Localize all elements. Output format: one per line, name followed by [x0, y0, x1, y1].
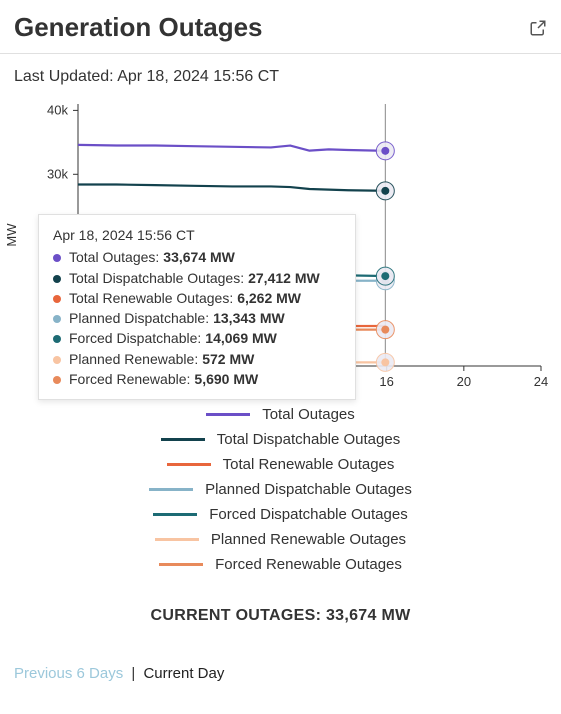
legend-item[interactable]: Total Outages [206, 406, 355, 423]
tab-previous-6-days[interactable]: Previous 6 Days [14, 665, 123, 682]
card-header: Generation Outages [0, 0, 561, 54]
tooltip-dot-icon [53, 335, 61, 343]
tooltip-row: Total Outages: 33,674 MW [53, 247, 341, 267]
legend-label: Forced Dispatchable Outages [209, 506, 407, 523]
tooltip-value: 14,069 MW [205, 328, 277, 348]
legend-swatch-icon [153, 513, 197, 516]
tooltip-label: Forced Dispatchable: [69, 328, 201, 348]
tooltip-label: Total Dispatchable Outages: [69, 268, 244, 288]
chart-legend: Total Outages Total Dispatchable Outages T… [0, 406, 561, 573]
tooltip-row: Planned Dispatchable: 13,343 MW [53, 308, 341, 328]
tooltip-row: Forced Renewable: 5,690 MW [53, 369, 341, 389]
legend-item[interactable]: Planned Dispatchable Outages [149, 481, 412, 498]
legend-item[interactable]: Total Dispatchable Outages [161, 431, 400, 448]
legend-label: Planned Renewable Outages [211, 531, 406, 548]
svg-text:40k: 40k [47, 102, 68, 117]
tooltip-value: 572 MW [202, 349, 254, 369]
time-range-tabs: Previous 6 Days | Current Day [0, 625, 561, 694]
page-title: Generation Outages [14, 12, 263, 43]
tooltip-time: Apr 18, 2024 15:56 CT [53, 225, 341, 245]
svg-text:24: 24 [534, 374, 548, 389]
last-updated-text: Last Updated: Apr 18, 2024 15:56 CT [0, 54, 561, 94]
external-link-icon[interactable] [529, 19, 547, 37]
legend-swatch-icon [155, 538, 199, 541]
tooltip-dot-icon [53, 376, 61, 384]
legend-swatch-icon [206, 413, 250, 416]
tooltip-dot-icon [53, 356, 61, 364]
svg-text:16: 16 [379, 374, 393, 389]
legend-swatch-icon [159, 563, 203, 566]
tooltip-value: 33,674 MW [163, 247, 235, 267]
tooltip-label: Total Renewable Outages: [69, 288, 233, 308]
tooltip-label: Planned Dispatchable: [69, 308, 209, 328]
legend-label: Total Dispatchable Outages [217, 431, 400, 448]
tooltip-row: Total Renewable Outages: 6,262 MW [53, 288, 341, 308]
legend-label: Forced Renewable Outages [215, 556, 402, 573]
chart-container: 30k40k00040812162024MW Apr 18, 2024 15:5… [0, 94, 561, 394]
tooltip-row: Total Dispatchable Outages: 27,412 MW [53, 268, 341, 288]
tab-current-day[interactable]: Current Day [143, 665, 224, 682]
legend-label: Total Outages [262, 406, 355, 423]
tooltip-value: 5,690 MW [194, 369, 258, 389]
tooltip-row: Forced Dispatchable: 14,069 MW [53, 328, 341, 348]
tooltip-value: 13,343 MW [213, 308, 285, 328]
legend-item[interactable]: Forced Dispatchable Outages [153, 506, 407, 523]
legend-swatch-icon [167, 463, 211, 466]
tooltip-value: 6,262 MW [237, 288, 301, 308]
legend-label: Planned Dispatchable Outages [205, 481, 412, 498]
tooltip-label: Total Outages: [69, 247, 159, 267]
chart-tooltip: Apr 18, 2024 15:56 CT Total Outages: 33,… [38, 214, 356, 400]
legend-label: Total Renewable Outages [223, 456, 395, 473]
tooltip-dot-icon [53, 315, 61, 323]
legend-swatch-icon [149, 488, 193, 491]
tooltip-label: Planned Renewable: [69, 349, 198, 369]
legend-item[interactable]: Total Renewable Outages [167, 456, 395, 473]
legend-swatch-icon [161, 438, 205, 441]
svg-text:30k: 30k [47, 166, 68, 181]
tab-separator: | [131, 665, 135, 682]
legend-item[interactable]: Planned Renewable Outages [155, 531, 406, 548]
tooltip-row: Planned Renewable: 572 MW [53, 349, 341, 369]
tooltip-dot-icon [53, 275, 61, 283]
tooltip-dot-icon [53, 295, 61, 303]
current-outages-text: CURRENT OUTAGES: 33,674 MW [0, 607, 561, 625]
svg-text:20: 20 [457, 374, 471, 389]
svg-text:MW: MW [4, 223, 19, 247]
tooltip-value: 27,412 MW [248, 268, 320, 288]
tooltip-dot-icon [53, 254, 61, 262]
tooltip-label: Forced Renewable: [69, 369, 190, 389]
legend-item[interactable]: Forced Renewable Outages [159, 556, 402, 573]
